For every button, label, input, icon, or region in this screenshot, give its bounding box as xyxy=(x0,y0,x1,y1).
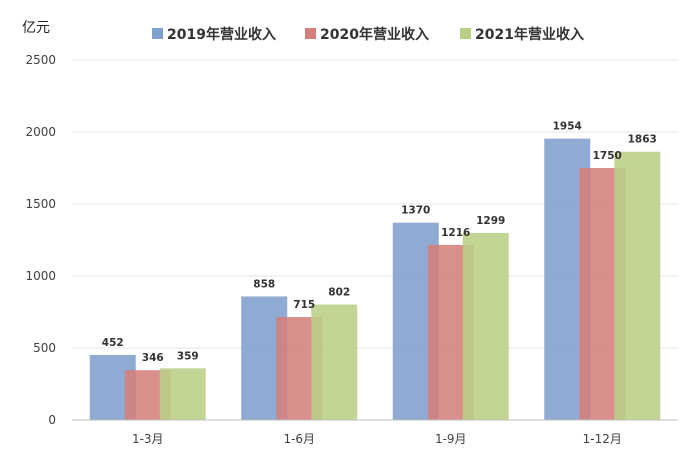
legend-swatch xyxy=(460,28,471,39)
data-label: 346 xyxy=(142,352,164,364)
y-tick-label: 0 xyxy=(48,413,56,427)
data-label: 1954 xyxy=(553,121,582,133)
data-label: 715 xyxy=(293,299,315,311)
legend: 2019年营业收入 2020年营业收入 2021年营业收入 xyxy=(152,26,584,43)
bar xyxy=(159,368,206,420)
x-tick-label: 1-6月 xyxy=(283,432,315,446)
y-axis-unit-label: 亿元 xyxy=(22,20,50,36)
data-labels: 452 346 359 858 715 802 1370 1216 1299 1954 1750 18… xyxy=(102,121,657,365)
x-axis-ticks: 1-3月 1-6月 1-9月 1-12月 xyxy=(132,432,622,446)
bars xyxy=(89,138,661,420)
data-label: 1863 xyxy=(628,134,657,146)
x-tick-label: 1-3月 xyxy=(132,432,164,446)
data-label: 1299 xyxy=(476,215,505,227)
y-axis-ticks: 0 500 1000 1500 2000 2500 xyxy=(25,53,56,427)
bar xyxy=(462,232,509,420)
bar xyxy=(311,304,358,420)
y-tick-label: 2000 xyxy=(25,125,56,139)
data-label: 452 xyxy=(102,337,124,349)
x-tick-label: 1-9月 xyxy=(435,432,467,446)
data-label: 802 xyxy=(328,287,350,299)
y-tick-label: 1500 xyxy=(25,197,56,211)
legend-label: 2019年营业收入 xyxy=(167,26,276,43)
y-tick-label: 1000 xyxy=(25,269,56,283)
y-tick-label: 2500 xyxy=(25,53,56,67)
legend-swatch xyxy=(305,28,316,39)
y-tick-label: 500 xyxy=(33,341,56,355)
data-label: 359 xyxy=(177,350,199,362)
data-label: 858 xyxy=(253,278,275,290)
bar xyxy=(614,151,661,420)
legend-label: 2020年营业收入 xyxy=(320,26,429,43)
legend-label: 2021年营业收入 xyxy=(475,26,584,43)
data-label: 1750 xyxy=(593,150,622,162)
x-tick-label: 1-12月 xyxy=(583,432,622,446)
data-label: 1216 xyxy=(441,227,470,239)
data-label: 1370 xyxy=(401,205,430,217)
legend-swatch xyxy=(152,28,163,39)
